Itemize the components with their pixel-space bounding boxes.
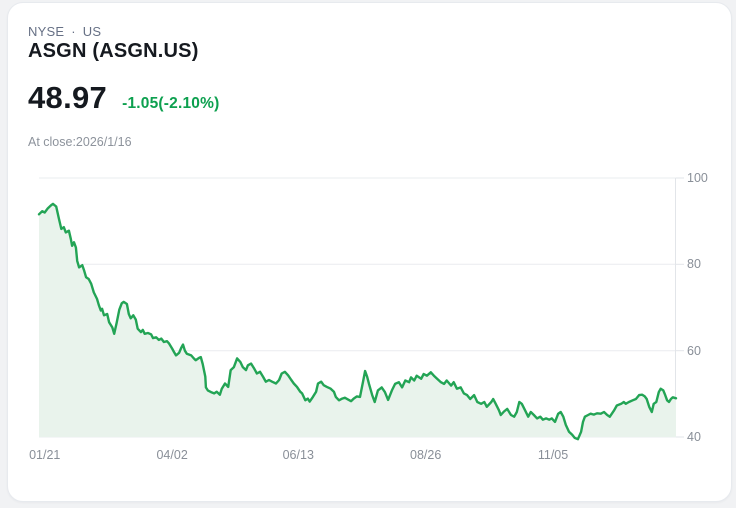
- price-chart[interactable]: [37, 177, 684, 441]
- stock-quote-card[interactable]: NYSE · US ASGN (ASGN.US) 48.97 -1.05(-2.…: [7, 2, 732, 502]
- x-axis-label: 01/21: [29, 448, 61, 462]
- region-label: US: [82, 24, 102, 39]
- at-close-label: At close:2026/1/16: [28, 135, 132, 149]
- y-axis-label: 40: [687, 430, 701, 444]
- price-chart-svg[interactable]: [37, 177, 684, 441]
- price-row: 48.97 -1.05(-2.10%): [28, 80, 219, 116]
- symbol-title: ASGN (ASGN.US): [28, 40, 199, 62]
- x-axis-label: 06/13: [282, 448, 314, 462]
- x-axis-label: 04/02: [156, 448, 188, 462]
- exchange-row: NYSE · US: [28, 24, 101, 39]
- last-price: 48.97: [28, 80, 108, 115]
- x-axis-label: 08/26: [410, 448, 442, 462]
- y-axis-label: 100: [687, 171, 708, 185]
- x-axis-label: 11/05: [537, 448, 569, 462]
- y-axis-label: 80: [687, 257, 701, 272]
- price-change: -1.05(-2.10%): [122, 95, 220, 112]
- y-axis-label: 60: [687, 343, 701, 358]
- exchange-label: NYSE: [28, 24, 65, 39]
- dot-separator-icon: ·: [71, 24, 76, 39]
